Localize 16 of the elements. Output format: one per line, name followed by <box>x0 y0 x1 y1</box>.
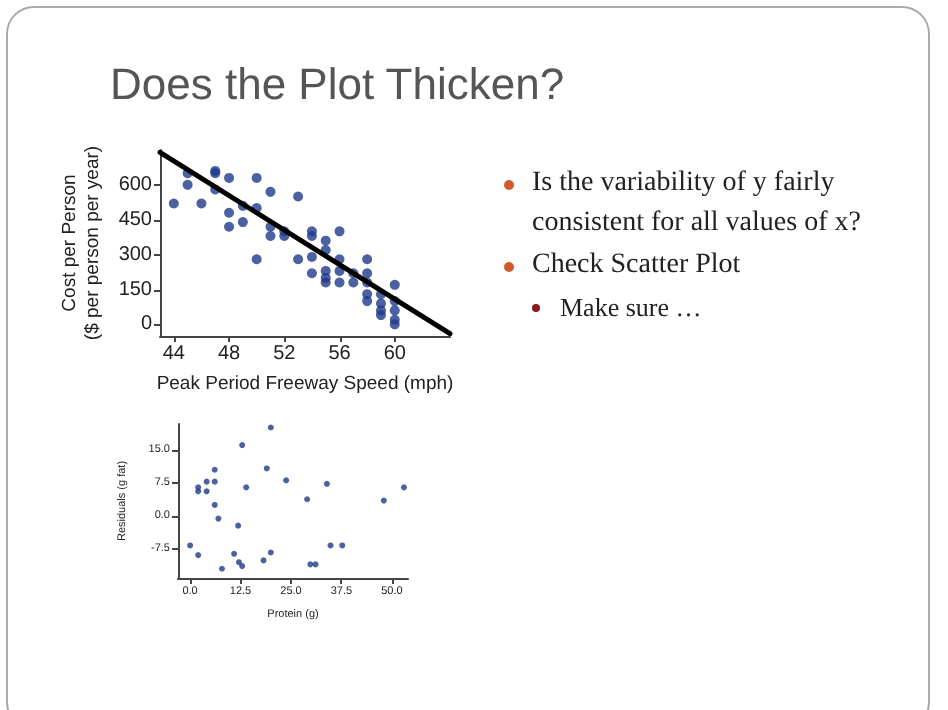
y-tick-label: 450 <box>118 208 153 231</box>
x-tick-label: 44 <box>162 343 186 365</box>
x-tick-label: 56 <box>328 343 352 365</box>
y-tick-label: 150 <box>118 278 153 301</box>
text: Make sure … <box>560 290 702 326</box>
text: Check Scatter Plot <box>532 248 741 284</box>
x-tick-label: 48 <box>217 343 242 365</box>
y-tick-label: 600 <box>118 173 153 196</box>
x-tick-label: 52 <box>273 343 297 365</box>
x-axis-title: Peak Period Freeway Speed (mph) <box>156 372 454 395</box>
y-axis-title: Cost per Person ($ per person per year) <box>58 145 104 341</box>
chart-title: Does the Plot Thicken? <box>110 59 565 109</box>
text: Is the variability of y fairly consistent for all values of x? <box>532 166 863 242</box>
y-tick-label: 300 <box>118 243 153 266</box>
x-tick-label: 60 <box>383 343 407 365</box>
y-tick-label: 0 <box>140 313 153 336</box>
